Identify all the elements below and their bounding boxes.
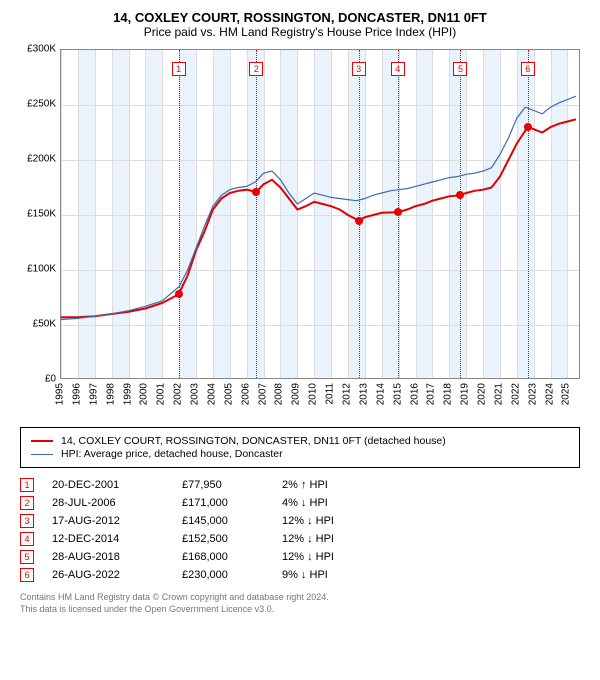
y-tick-label: £150K	[27, 209, 56, 220]
table-row: 3 17-AUG-2012£145,00012% ↓ HPI	[20, 514, 580, 528]
series-line	[61, 96, 576, 319]
legend-swatch	[31, 454, 53, 455]
table-row: 1 20-DEC-2001£77,9502% ↑ HPI	[20, 478, 580, 492]
sale-date: 28-AUG-2018	[52, 551, 182, 563]
x-tick-label: 2011	[325, 383, 336, 405]
x-tick-label: 2016	[409, 383, 420, 405]
x-tick-label: 2000	[139, 383, 150, 405]
legend-item: HPI: Average price, detached house, Donc…	[31, 448, 569, 460]
sale-date: 20-DEC-2001	[52, 479, 182, 491]
chart-area: £0£50K£100K£150K£200K£250K£300K 123456 1…	[20, 49, 580, 419]
x-tick-label: 2025	[561, 383, 572, 405]
line-series-svg	[61, 50, 581, 380]
sale-hpi-diff: 2% ↑ HPI	[282, 479, 402, 491]
legend-label: HPI: Average price, detached house, Donc…	[61, 448, 283, 460]
x-tick-label: 2005	[223, 383, 234, 405]
table-row: 4 12-DEC-2014£152,50012% ↓ HPI	[20, 532, 580, 546]
footer-line-1: Contains HM Land Registry data © Crown c…	[20, 592, 580, 604]
x-tick-label: 2007	[257, 383, 268, 405]
plot-region: 123456	[60, 49, 580, 379]
y-tick-label: £300K	[27, 44, 56, 55]
sale-date: 12-DEC-2014	[52, 533, 182, 545]
y-tick-label: £250K	[27, 99, 56, 110]
sale-index-box: 4	[20, 532, 34, 546]
x-tick-label: 2014	[375, 383, 386, 405]
sale-hpi-diff: 12% ↓ HPI	[282, 533, 402, 545]
sale-price: £77,950	[182, 479, 282, 491]
x-tick-label: 2003	[190, 383, 201, 405]
x-tick-label: 2022	[510, 383, 521, 405]
x-tick-label: 2004	[206, 383, 217, 405]
x-tick-label: 2019	[460, 383, 471, 405]
legend: 14, COXLEY COURT, ROSSINGTON, DONCASTER,…	[20, 427, 580, 468]
y-tick-label: £100K	[27, 264, 56, 275]
x-tick-label: 2015	[392, 383, 403, 405]
sale-hpi-diff: 4% ↓ HPI	[282, 497, 402, 509]
x-tick-label: 2023	[527, 383, 538, 405]
sale-date: 26-AUG-2022	[52, 569, 182, 581]
legend-item: 14, COXLEY COURT, ROSSINGTON, DONCASTER,…	[31, 435, 569, 447]
y-axis: £0£50K£100K£150K£200K£250K£300K	[20, 49, 60, 379]
series-line	[61, 119, 576, 317]
sale-hpi-diff: 12% ↓ HPI	[282, 515, 402, 527]
legend-swatch	[31, 440, 53, 442]
chart-subtitle: Price paid vs. HM Land Registry's House …	[20, 25, 580, 39]
sale-index-box: 2	[20, 496, 34, 510]
x-tick-label: 2002	[173, 383, 184, 405]
sale-index-box: 1	[20, 478, 34, 492]
x-axis: 1995199619971998199920002001200220032004…	[60, 379, 580, 419]
x-tick-label: 2009	[291, 383, 302, 405]
footer-line-2: This data is licensed under the Open Gov…	[20, 604, 580, 616]
sale-hpi-diff: 9% ↓ HPI	[282, 569, 402, 581]
table-row: 6 26-AUG-2022£230,0009% ↓ HPI	[20, 568, 580, 582]
sale-hpi-diff: 12% ↓ HPI	[282, 551, 402, 563]
sale-price: £171,000	[182, 497, 282, 509]
sale-price: £230,000	[182, 569, 282, 581]
x-tick-label: 2018	[443, 383, 454, 405]
x-tick-label: 1997	[88, 383, 99, 405]
sale-price: £152,500	[182, 533, 282, 545]
x-tick-label: 1996	[71, 383, 82, 405]
sale-index-box: 3	[20, 514, 34, 528]
table-row: 2 28-JUL-2006£171,0004% ↓ HPI	[20, 496, 580, 510]
x-tick-label: 2006	[240, 383, 251, 405]
x-tick-label: 2024	[544, 383, 555, 405]
sale-index-box: 5	[20, 550, 34, 564]
sales-table: 120-DEC-2001£77,9502% ↑ HPI228-JUL-2006£…	[20, 478, 580, 582]
y-tick-label: £200K	[27, 154, 56, 165]
x-tick-label: 2021	[493, 383, 504, 405]
x-tick-label: 1999	[122, 383, 133, 405]
sale-index-box: 6	[20, 568, 34, 582]
x-tick-label: 2013	[358, 383, 369, 405]
x-tick-label: 2001	[156, 383, 167, 405]
x-tick-label: 2010	[308, 383, 319, 405]
chart-container: 14, COXLEY COURT, ROSSINGTON, DONCASTER,…	[0, 0, 600, 625]
sale-price: £145,000	[182, 515, 282, 527]
footer-attribution: Contains HM Land Registry data © Crown c…	[20, 592, 580, 615]
x-tick-label: 1995	[55, 383, 66, 405]
x-tick-label: 2020	[477, 383, 488, 405]
legend-label: 14, COXLEY COURT, ROSSINGTON, DONCASTER,…	[61, 435, 446, 447]
y-tick-label: £50K	[33, 319, 56, 330]
sale-date: 28-JUL-2006	[52, 497, 182, 509]
chart-title: 14, COXLEY COURT, ROSSINGTON, DONCASTER,…	[20, 10, 580, 25]
x-tick-label: 1998	[105, 383, 116, 405]
table-row: 5 28-AUG-2018£168,00012% ↓ HPI	[20, 550, 580, 564]
sale-date: 17-AUG-2012	[52, 515, 182, 527]
x-tick-label: 2017	[426, 383, 437, 405]
x-tick-label: 2012	[342, 383, 353, 405]
sale-price: £168,000	[182, 551, 282, 563]
x-tick-label: 2008	[274, 383, 285, 405]
